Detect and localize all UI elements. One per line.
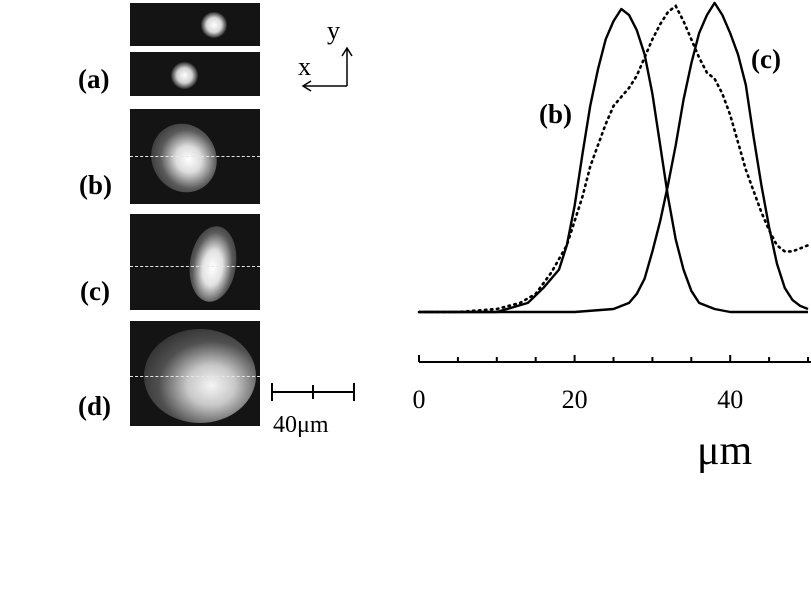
- series-line-0: [419, 7, 808, 314]
- axis-x-label: x: [298, 52, 311, 81]
- scale-bar-label: 40μm: [273, 412, 329, 438]
- panel-label-d: (d): [78, 391, 111, 421]
- beam-spot: [171, 62, 198, 89]
- profile-line: [130, 266, 260, 267]
- curve-label-c: (c): [751, 44, 781, 74]
- scale-bar: [271, 383, 355, 401]
- profile-line: [130, 156, 260, 157]
- x-tick-label: 40: [717, 385, 743, 414]
- panel-a-bottom-image: [130, 52, 260, 96]
- panel-b-image: [130, 109, 260, 204]
- profile-line: [130, 376, 260, 377]
- beam-spot: [201, 12, 227, 38]
- panel-label-b: (b): [79, 170, 112, 200]
- x-tick-label: 20: [562, 385, 588, 414]
- x-axis-title: μm: [697, 428, 753, 474]
- x-tick-label: 0: [413, 385, 426, 414]
- panel-c-image: [130, 214, 260, 310]
- panel-label-c: (c): [80, 276, 110, 306]
- coordinate-axes-glyph: [301, 46, 353, 92]
- series-line-2: [417, 4, 810, 314]
- panel-d-image: [130, 321, 260, 426]
- panel-a-top-image: [130, 3, 260, 46]
- panel-label-a: (a): [78, 64, 110, 94]
- axis-y-label: y: [327, 16, 340, 45]
- curve-label-b: (b): [539, 99, 572, 129]
- series-line-1: [419, 1, 809, 314]
